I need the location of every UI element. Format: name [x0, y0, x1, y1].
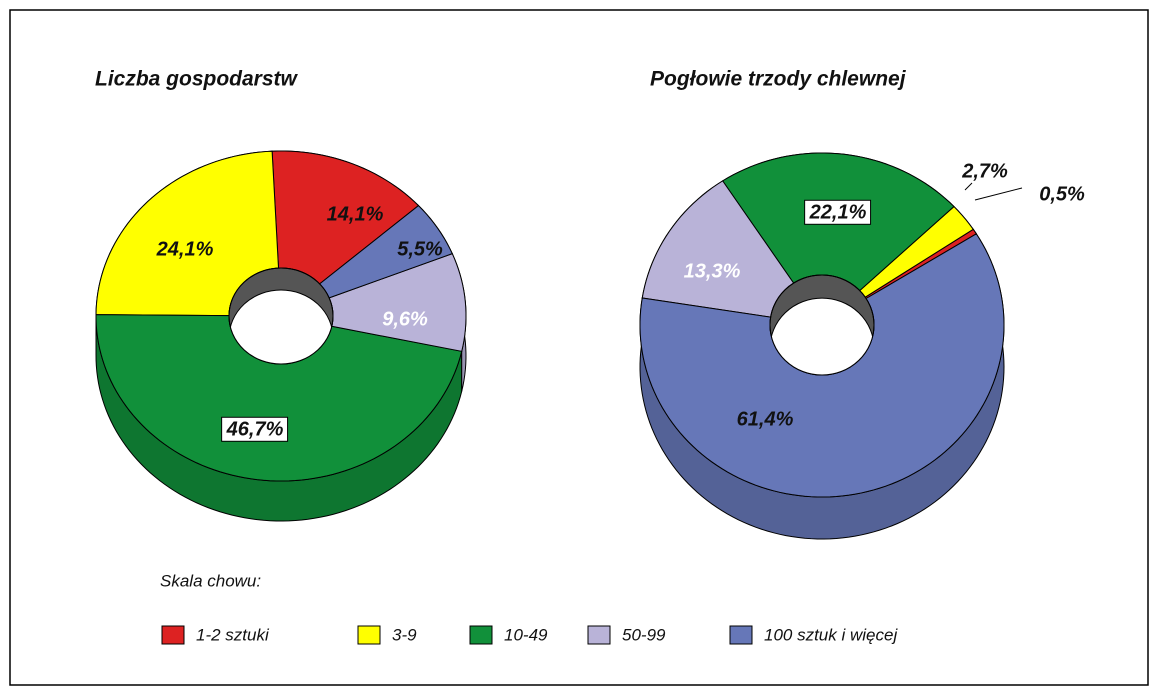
legend-label: 1-2 sztuki — [196, 625, 270, 644]
legend-title: Skala chowu: — [160, 571, 261, 590]
data-label: 61,4% — [737, 408, 794, 430]
legend-label: 3-9 — [392, 625, 417, 644]
legend-swatch — [357, 625, 381, 645]
label-box — [804, 199, 872, 225]
legend-label: 100 sztuk i więcej — [764, 625, 898, 644]
leader-line — [964, 182, 973, 191]
chart-title: Liczba gospodarstw — [95, 68, 299, 91]
data-label: 13,3% — [684, 260, 741, 282]
data-label: 0,5% — [1039, 183, 1085, 205]
hole-rim — [769, 274, 875, 376]
hole-rim — [228, 267, 334, 365]
legend-label: 10-49 — [504, 625, 548, 644]
legend-swatch — [161, 625, 185, 645]
legend-label: 50-99 — [622, 625, 666, 644]
data-label: 46,7% — [226, 418, 284, 440]
legend-swatch — [587, 625, 611, 645]
data-label: 9,6% — [382, 308, 428, 330]
data-label: 5,5% — [397, 238, 443, 260]
leader-line — [974, 187, 1023, 201]
data-label: 2,7% — [961, 160, 1008, 182]
data-label: 22,1% — [809, 201, 867, 223]
legend-swatch — [469, 625, 493, 645]
data-label: 14,1% — [327, 203, 384, 225]
label-box — [221, 416, 289, 442]
chart-title: Pogłowie trzody chlewnej — [650, 68, 907, 91]
data-label: 24,1% — [156, 238, 214, 260]
legend-swatch — [729, 625, 753, 645]
